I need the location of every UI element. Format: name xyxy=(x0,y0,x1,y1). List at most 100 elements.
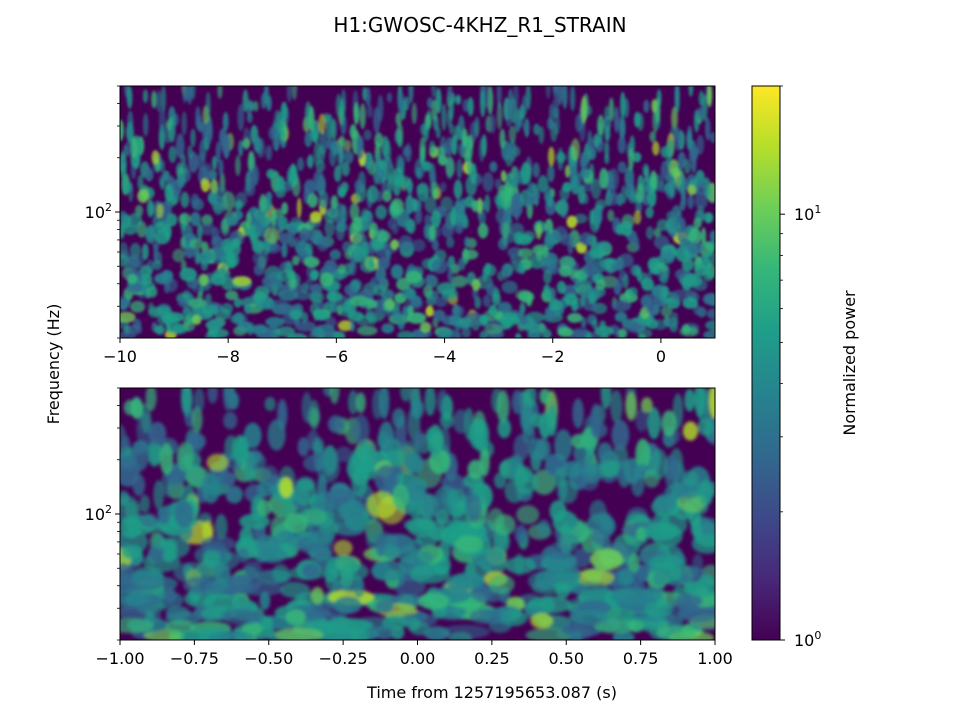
spectrogram-tile xyxy=(120,210,128,222)
spectrogram-tile xyxy=(347,390,359,415)
spectrogram-tile xyxy=(424,388,436,416)
spectrogram-tile xyxy=(411,102,418,125)
spectrogram-tile xyxy=(280,101,288,120)
spectrogram-tile xyxy=(191,405,203,433)
spectrogram-tile xyxy=(225,487,236,503)
spectrogram-tile xyxy=(276,326,295,337)
spectrogram-tile xyxy=(286,333,308,338)
spectrogram-tile xyxy=(304,131,313,148)
spectrogram-tile xyxy=(206,453,229,472)
spectrogram-tile xyxy=(530,613,554,629)
spectrogram-tile xyxy=(516,505,540,525)
spectrogram-tile xyxy=(653,569,668,586)
spectrogram-tile xyxy=(607,192,619,206)
spectrogram-tile xyxy=(642,163,650,177)
spectrogram-tile xyxy=(190,128,196,148)
spectrogram-tile xyxy=(530,413,544,428)
spectrogram-tile xyxy=(183,576,215,594)
spectrogram-tile xyxy=(281,202,289,215)
spectrogram-tile xyxy=(547,403,558,437)
spectrogram-tile xyxy=(613,281,622,296)
spectrogram-tile xyxy=(125,86,132,105)
spectrogram-tile xyxy=(283,513,309,533)
spectrogram-tile xyxy=(543,284,551,298)
spectrogram-tile xyxy=(671,106,678,131)
spectrogram-tile xyxy=(384,298,395,310)
spectrogram-tile xyxy=(414,207,423,225)
spectrogram-tile xyxy=(474,116,480,138)
spectrogram-tile xyxy=(686,130,692,147)
spectrogram-tile xyxy=(330,195,339,209)
spectrogram-tile xyxy=(599,511,612,533)
spectrogram-tile xyxy=(659,180,666,193)
spectrogram-tile xyxy=(381,323,395,334)
bottom-x-axis-ticks: −1.00 −0.75 −0.50 −0.25 0.00 0.25 0.50 0.75 1.00 xyxy=(95,640,733,668)
spectrogram-tile xyxy=(266,168,276,180)
spectrogram-tile xyxy=(140,402,152,434)
spectrogram-tile xyxy=(132,440,150,471)
spectrogram-tile xyxy=(417,592,450,610)
spectrogram-tile xyxy=(585,105,593,116)
spectrogram-tile xyxy=(647,188,657,208)
spectrogram-tile xyxy=(532,244,549,256)
spectrogram-tile xyxy=(375,205,388,220)
spectrogram-tile xyxy=(308,546,333,562)
spectrogram-tile xyxy=(478,210,487,226)
spectrogram-tile xyxy=(543,191,550,202)
spectrogram-tile xyxy=(677,151,686,169)
spectrogram-tile xyxy=(514,207,520,222)
spectrogram-tile xyxy=(137,189,149,204)
spectrogram-tile xyxy=(580,316,587,329)
spectrogram-tile xyxy=(231,434,250,465)
spectrogram-tile xyxy=(645,206,654,219)
spectrogram-tile xyxy=(344,151,354,164)
spectrogram-tile xyxy=(611,300,632,312)
spectrogram-tile xyxy=(469,608,502,625)
spectrogram-tile xyxy=(608,97,615,121)
spectrogram-tile xyxy=(378,421,395,457)
spectrogram-tile xyxy=(447,267,454,283)
spectrogram-tile xyxy=(246,169,257,189)
spectrogram-tile xyxy=(572,327,588,338)
spectrogram-tile xyxy=(410,564,450,584)
spectrogram-tile xyxy=(516,233,533,246)
spectrogram-tile xyxy=(209,194,222,207)
spectrogram-tile xyxy=(200,222,215,236)
spectrogram-tile xyxy=(337,186,347,198)
spectrogram-tile xyxy=(543,269,552,285)
spectrogram-tile xyxy=(245,452,267,471)
spectrogram-tile xyxy=(319,272,334,287)
spectrogram-tile xyxy=(594,325,614,336)
spectrogram-tile xyxy=(453,179,463,200)
spectrogram-tile xyxy=(397,319,405,330)
spectrogram-tile xyxy=(671,205,682,220)
spectrogram-tile xyxy=(153,243,159,261)
spectrogram-tile xyxy=(401,288,417,300)
spectrogram-tile xyxy=(382,543,401,560)
spectrogram-tile xyxy=(327,415,344,433)
spectrogram-tile xyxy=(462,99,469,112)
spectrogram-tile xyxy=(523,322,541,333)
spectrogram-tile xyxy=(424,214,431,226)
spectrogram-tile xyxy=(699,518,715,533)
spectrogram-tile xyxy=(583,262,596,276)
spectrogram-tile xyxy=(637,328,653,338)
spectrogram-tile xyxy=(614,311,628,323)
spectrogram-tile xyxy=(563,293,579,306)
spectrogram-tile xyxy=(398,91,405,116)
spectrogram-tile xyxy=(467,459,484,480)
spectrogram-tile xyxy=(617,161,627,174)
spectrogram-tile xyxy=(180,191,190,208)
spectrogram-tile xyxy=(409,388,420,413)
spectrogram-tile xyxy=(709,230,715,242)
spectrogram-tile xyxy=(310,586,324,605)
spectrogram-tile xyxy=(128,181,134,203)
spectrogram-tile xyxy=(687,194,695,210)
spectrogram-tile xyxy=(204,120,213,144)
spectrogram-tile xyxy=(663,454,679,481)
spectrogram-tile xyxy=(144,167,154,182)
spectrogram-tile xyxy=(564,165,571,178)
spectrogram-tile xyxy=(250,231,256,245)
spectrogram-tile xyxy=(691,533,715,554)
spectrogram-tile xyxy=(610,390,623,424)
